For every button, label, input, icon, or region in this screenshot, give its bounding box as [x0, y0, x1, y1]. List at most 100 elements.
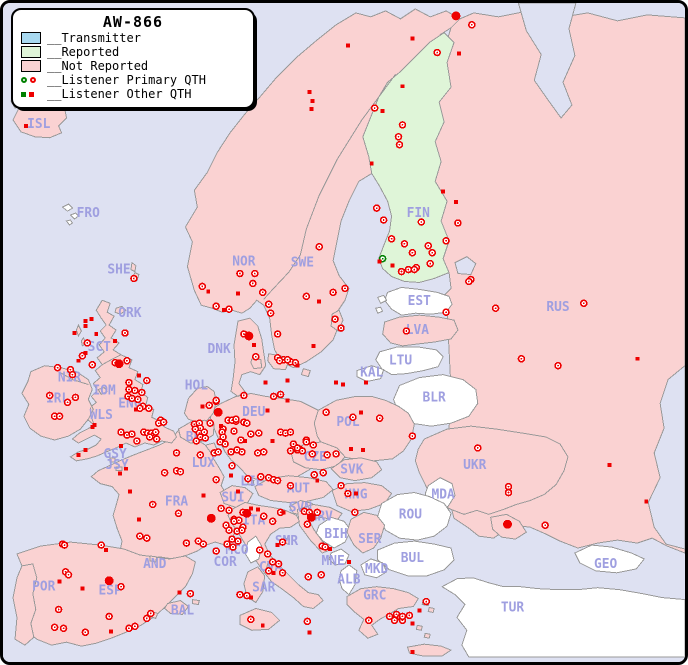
- listener-primary-marker: [258, 288, 267, 297]
- listener-other-marker: [260, 623, 265, 628]
- country-label-est: EST: [408, 294, 432, 309]
- listener-primary-marker: [123, 356, 131, 365]
- listener-other-marker: [119, 443, 124, 448]
- listener-primary-marker: [375, 414, 384, 422]
- listener-primary-marker: [397, 267, 406, 276]
- listener-primary-marker: [146, 433, 154, 441]
- listener-primary-marker: [385, 612, 394, 621]
- country-label-iom: IOM: [93, 383, 117, 398]
- country-fro: [69, 212, 80, 220]
- listener-primary-marker: [315, 243, 323, 251]
- listener-primary-marker: [160, 468, 169, 477]
- listener-primary-marker: [81, 628, 90, 637]
- listener-primary-marker: [152, 435, 161, 443]
- listener-primary-marker: [302, 438, 311, 446]
- country-label-isl: ISL: [27, 117, 51, 132]
- listener-primary-marker: [236, 269, 244, 278]
- listener-primary-marker: [329, 288, 337, 297]
- listener-primary-marker: [504, 482, 513, 491]
- listener-primary-marker: [206, 419, 214, 427]
- legend-item-label: __Listener Other QTH: [47, 87, 192, 101]
- listener-other-marker: [369, 161, 374, 166]
- listener-primary-marker: [159, 418, 168, 426]
- listener-primary-marker: [233, 446, 241, 454]
- listener-other-marker: [94, 332, 99, 336]
- listener-primary-marker: [278, 538, 287, 546]
- listener-primary-marker: [465, 277, 473, 286]
- listener-primary-marker: [322, 408, 330, 417]
- listener-other-marker: [229, 473, 234, 478]
- listener-primary-marker: [264, 300, 273, 309]
- listener-other-marker: [118, 471, 123, 476]
- country-label-sct: SCT: [88, 340, 112, 355]
- listener-other-marker: [109, 629, 114, 634]
- listener-other-marker: [92, 423, 97, 428]
- country-label-ser: SER: [358, 532, 382, 547]
- listener-cluster-marker: [244, 331, 254, 341]
- listener-primary-marker: [83, 339, 92, 347]
- listener-primary-marker: [266, 309, 275, 317]
- listener-primary-marker: [442, 237, 450, 245]
- country-label-sar: SAR: [252, 581, 276, 596]
- country-alb: [338, 564, 358, 596]
- listener-other-marker: [307, 90, 312, 95]
- listener-primary-marker: [269, 392, 278, 401]
- listener-other-marker: [222, 308, 227, 313]
- listener-other-marker: [310, 99, 315, 104]
- listener-primary-marker: [68, 370, 77, 379]
- listener-primary-marker: [349, 413, 357, 421]
- listener-other-marker: [248, 506, 253, 511]
- listener-primary-marker: [230, 517, 238, 526]
- listener-primary-marker: [332, 450, 340, 458]
- listener-primary-marker: [341, 284, 349, 293]
- listener-primary-marker: [410, 265, 419, 274]
- listener-primary-marker: [143, 376, 151, 385]
- country-label-jsy: JSY: [105, 458, 129, 473]
- country-label-esp: ESP: [98, 584, 122, 599]
- country-grc: [346, 586, 420, 639]
- listener-cluster-marker: [104, 576, 114, 586]
- listener-primary-marker: [131, 386, 139, 395]
- country-fro: [65, 219, 74, 226]
- country-ita: [239, 607, 281, 631]
- listener-primary-marker: [229, 543, 237, 551]
- listener-primary-marker: [264, 567, 273, 575]
- listener-primary-marker: [228, 462, 236, 470]
- listener-primary-marker: [238, 526, 246, 534]
- listener-primary-marker: [417, 218, 426, 226]
- listener-primary-marker: [337, 324, 345, 332]
- listener-primary-marker: [136, 532, 144, 540]
- listener-primary-marker: [474, 444, 482, 452]
- listener-primary-marker: [256, 472, 265, 481]
- country-label-tur: TUR: [501, 600, 525, 615]
- country-label-nor: NOR: [232, 255, 256, 270]
- listener-markers: [11, 11, 649, 655]
- listener-primary-marker: [182, 539, 191, 547]
- listener-primary-marker: [379, 216, 388, 224]
- not-reported-swatch-icon: [21, 60, 41, 72]
- listener-other-marker: [275, 543, 280, 548]
- listener-primary-marker: [259, 448, 268, 456]
- listener-other-marker: [360, 447, 365, 452]
- listener-primary-marker: [321, 543, 329, 551]
- listener-primary-marker: [424, 242, 432, 250]
- listener-primary-marker: [394, 133, 403, 141]
- country-dnk: [230, 317, 267, 398]
- sea-inlets: [454, 3, 685, 550]
- listener-cluster-marker: [503, 519, 512, 529]
- listener-primary-marker: [313, 508, 322, 517]
- listener-primary-marker: [408, 248, 417, 257]
- listener-primary-marker: [88, 360, 97, 369]
- listener-primary-marker: [247, 615, 255, 624]
- country-label-gsy: GSY: [103, 447, 127, 462]
- listener-primary-marker: [143, 534, 151, 542]
- listener-primary-marker: [128, 430, 136, 438]
- legend-item-transmitter: __Transmitter: [21, 31, 245, 45]
- listener-primary-marker: [554, 361, 562, 370]
- country-kal: [356, 365, 385, 383]
- listener-other-marker: [263, 380, 268, 385]
- listener-primary-marker: [273, 476, 282, 485]
- listener-primary-marker: [225, 305, 233, 313]
- listener-primary-marker: [146, 609, 155, 618]
